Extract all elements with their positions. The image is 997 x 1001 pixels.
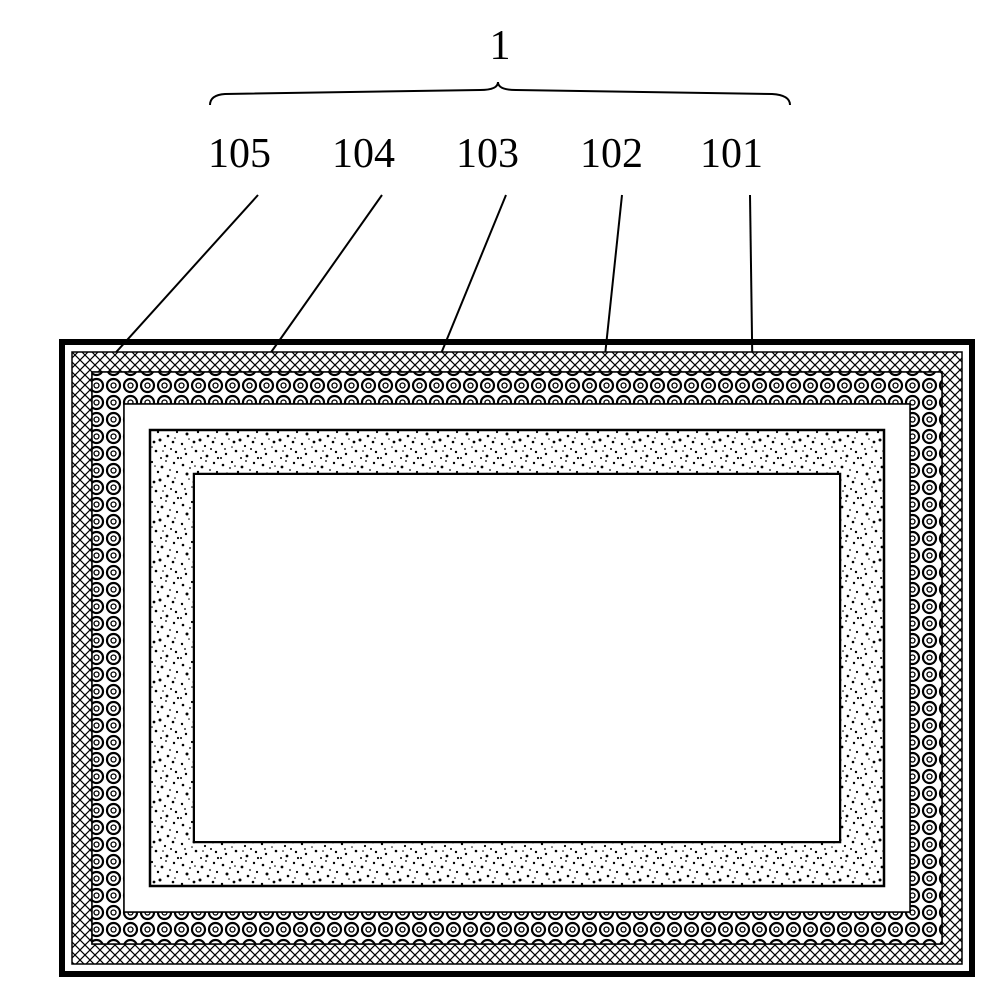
callout-label-102: 102 <box>580 130 643 178</box>
layer-101 <box>194 474 840 842</box>
callout-label-105: 105 <box>208 130 271 178</box>
brace <box>210 82 790 105</box>
callout-label-104: 104 <box>332 130 395 178</box>
group-label: 1 <box>480 22 520 70</box>
callout-label-101: 101 <box>700 130 763 178</box>
callout-label-103: 103 <box>456 130 519 178</box>
diagram-container: 1 105 104 103 102 101 <box>20 20 980 980</box>
leader-104 <box>255 195 382 375</box>
